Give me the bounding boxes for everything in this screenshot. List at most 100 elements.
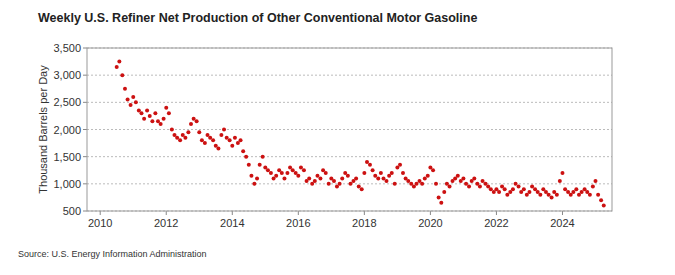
point [200,138,204,142]
point [406,179,410,183]
point [472,176,476,180]
point [299,166,303,170]
point [228,138,232,142]
point [393,182,397,186]
point [167,111,171,115]
point [148,114,152,118]
point [426,174,430,178]
point [550,195,554,199]
grid-line [87,129,612,130]
y-tick-label: 2,500 [53,96,81,108]
point [338,182,342,186]
point [340,176,344,180]
point [269,171,273,175]
point [120,73,124,77]
point [530,185,534,189]
point [219,133,223,137]
point [216,147,220,151]
background [0,0,675,275]
point [332,179,336,183]
point [362,171,366,175]
point [208,136,212,140]
y-tick-label: 3,500 [53,42,81,54]
point [153,111,157,115]
x-tick [364,211,365,215]
point [244,155,248,159]
point [574,187,578,191]
point [437,195,441,199]
point [505,193,509,197]
point [560,171,564,175]
x-tick-label: 2018 [352,217,376,229]
point [282,176,286,180]
point [439,201,443,205]
y-tick-label: 500 [63,205,81,217]
point [591,185,595,189]
point [368,163,372,167]
source-note: Source: U.S. Energy Information Administ… [18,249,207,259]
y-axis-label: Thousand Barrels per Day [37,65,49,194]
chart: Weekly U.S. Refiner Net Production of Ot… [0,0,675,275]
point [175,136,179,140]
point [129,103,133,107]
point [134,100,138,104]
point [225,136,229,140]
point [164,106,168,110]
point [150,119,154,123]
point [376,176,380,180]
y-tick-label: 1,500 [53,151,81,163]
point [497,190,501,194]
point [313,179,317,183]
point [442,190,446,194]
point [384,179,388,183]
x-tick-label: 2014 [220,217,244,229]
point [467,185,471,189]
x-tick-label: 2024 [550,217,574,229]
point [593,179,597,183]
point [296,174,300,178]
point [274,174,278,178]
y-tick [83,129,87,130]
point [415,182,419,186]
point [249,174,253,178]
point [514,182,518,186]
point [602,204,606,208]
point [186,130,190,134]
point [558,179,562,183]
point [481,179,485,183]
y-tick-label: 2,000 [53,124,81,136]
x-tick [232,211,233,215]
point [192,117,196,121]
point [571,190,575,194]
x-tick [100,211,101,215]
x-tick-label: 2010 [88,217,112,229]
point [357,185,361,189]
point [390,171,394,175]
grid-line [87,102,612,103]
point [401,171,405,175]
point [517,185,521,189]
point [230,144,234,148]
y-tick [83,183,87,184]
point [255,176,259,180]
point [379,171,383,175]
point [522,187,526,191]
point [183,136,187,140]
point [258,163,262,167]
point [371,168,375,172]
point [315,174,319,178]
point [527,190,531,194]
grid-line [87,75,612,76]
point [555,193,559,197]
x-tick [496,211,497,215]
points [115,60,606,208]
point [189,122,193,126]
point [382,176,386,180]
point [178,138,182,142]
y-tick-label: 1,000 [53,178,81,190]
point [197,130,201,134]
point [431,168,435,172]
point [170,128,174,132]
point [211,138,215,142]
point [348,182,352,186]
